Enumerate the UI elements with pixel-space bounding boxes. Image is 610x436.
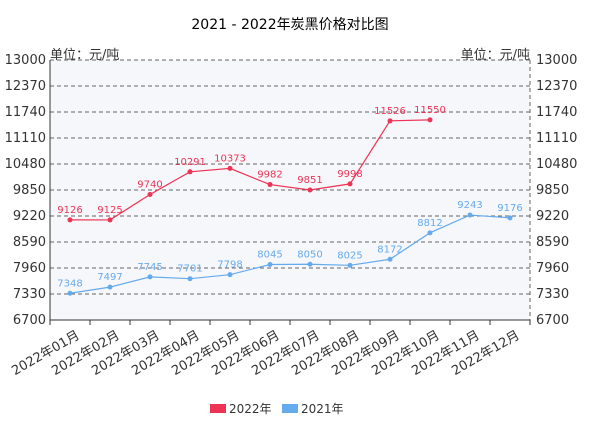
data-label: 7798 bbox=[217, 260, 242, 271]
data-label: 10291 bbox=[174, 157, 206, 168]
data-label: 9125 bbox=[97, 205, 122, 216]
y-tick-label-right: 9220 bbox=[536, 209, 569, 224]
y-tick-label-left: 6700 bbox=[13, 313, 46, 328]
data-label: 7348 bbox=[57, 278, 82, 289]
y-tick-label-right: 9850 bbox=[536, 183, 569, 198]
y-tick-label-right: 13000 bbox=[536, 53, 577, 68]
data-point bbox=[467, 212, 473, 218]
data-point bbox=[147, 274, 153, 280]
data-label: 8812 bbox=[417, 218, 442, 229]
chart-title: 2021 - 2022年炭黑价格对比图 bbox=[191, 17, 388, 33]
legend: 2022年 2021年 bbox=[210, 402, 344, 416]
data-point bbox=[347, 181, 353, 187]
data-point bbox=[267, 182, 273, 188]
data-point bbox=[147, 192, 153, 198]
legend-swatch bbox=[210, 404, 226, 413]
data-label: 9176 bbox=[497, 203, 522, 214]
data-point bbox=[387, 118, 393, 124]
y-tick-label-left: 10480 bbox=[5, 157, 46, 172]
y-tick-label-left: 11110 bbox=[5, 131, 46, 146]
data-point bbox=[187, 276, 193, 282]
data-label: 9851 bbox=[297, 175, 322, 186]
data-point bbox=[67, 290, 73, 296]
y-tick-label-right: 7330 bbox=[536, 287, 569, 302]
data-label: 9243 bbox=[457, 200, 482, 211]
unit-label-right: 单位：元/吨 bbox=[461, 48, 530, 63]
data-label: 7745 bbox=[137, 262, 162, 273]
y-tick-label-left: 8590 bbox=[13, 235, 46, 250]
y-tick-label-right: 10480 bbox=[536, 157, 577, 172]
legend-label: 2022年 bbox=[229, 402, 272, 416]
y-tick-label-left: 9850 bbox=[13, 183, 46, 198]
data-label: 9740 bbox=[137, 180, 162, 191]
y-tick-label-right: 6700 bbox=[536, 313, 569, 328]
y-tick-label-left: 12370 bbox=[5, 79, 46, 94]
data-point bbox=[107, 217, 113, 223]
data-point bbox=[507, 215, 513, 221]
data-label: 8025 bbox=[337, 250, 362, 261]
series-line-1 bbox=[69, 214, 511, 294]
y-tick-label-left: 11740 bbox=[5, 105, 46, 120]
legend-label: 2021年 bbox=[301, 402, 344, 416]
data-point bbox=[427, 117, 433, 123]
data-point bbox=[347, 262, 353, 268]
legend-swatch bbox=[282, 404, 298, 413]
data-label: 9982 bbox=[257, 170, 282, 181]
data-label: 7701 bbox=[177, 264, 202, 275]
plot-area: 6700 6700 7330 7330 7960 7960 8590 8590 9220 9220… bbox=[5, 53, 578, 379]
series-line-0 bbox=[69, 119, 431, 221]
y-tick-label-right: 11110 bbox=[536, 131, 577, 146]
data-point bbox=[387, 256, 393, 262]
data-point bbox=[267, 261, 273, 267]
data-point bbox=[427, 230, 433, 236]
data-point bbox=[307, 187, 313, 193]
y-tick-label-right: 7960 bbox=[536, 261, 569, 276]
data-label: 8050 bbox=[297, 249, 322, 260]
data-point bbox=[227, 165, 233, 171]
data-point bbox=[187, 169, 193, 175]
data-label: 10373 bbox=[214, 153, 246, 164]
data-label: 9998 bbox=[337, 169, 362, 180]
y-tick-label-right: 12370 bbox=[536, 79, 577, 94]
data-point bbox=[107, 284, 113, 290]
y-tick-label-right: 8590 bbox=[536, 235, 569, 250]
y-tick-label-left: 9220 bbox=[13, 209, 46, 224]
data-label: 8172 bbox=[377, 244, 402, 255]
data-label: 11526 bbox=[374, 106, 406, 117]
data-point bbox=[227, 272, 233, 278]
data-label: 8045 bbox=[257, 249, 282, 260]
unit-label-left: 单位：元/吨 bbox=[50, 48, 119, 63]
data-point bbox=[307, 261, 313, 267]
data-label: 7497 bbox=[97, 272, 122, 283]
data-label: 9126 bbox=[57, 205, 82, 216]
y-tick-label-left: 7330 bbox=[13, 287, 46, 302]
y-tick-label-right: 11740 bbox=[536, 105, 577, 120]
data-label: 11550 bbox=[414, 105, 446, 116]
data-point bbox=[67, 217, 73, 223]
y-tick-label-left: 7960 bbox=[13, 261, 46, 276]
y-tick-label-left: 13000 bbox=[5, 53, 46, 68]
